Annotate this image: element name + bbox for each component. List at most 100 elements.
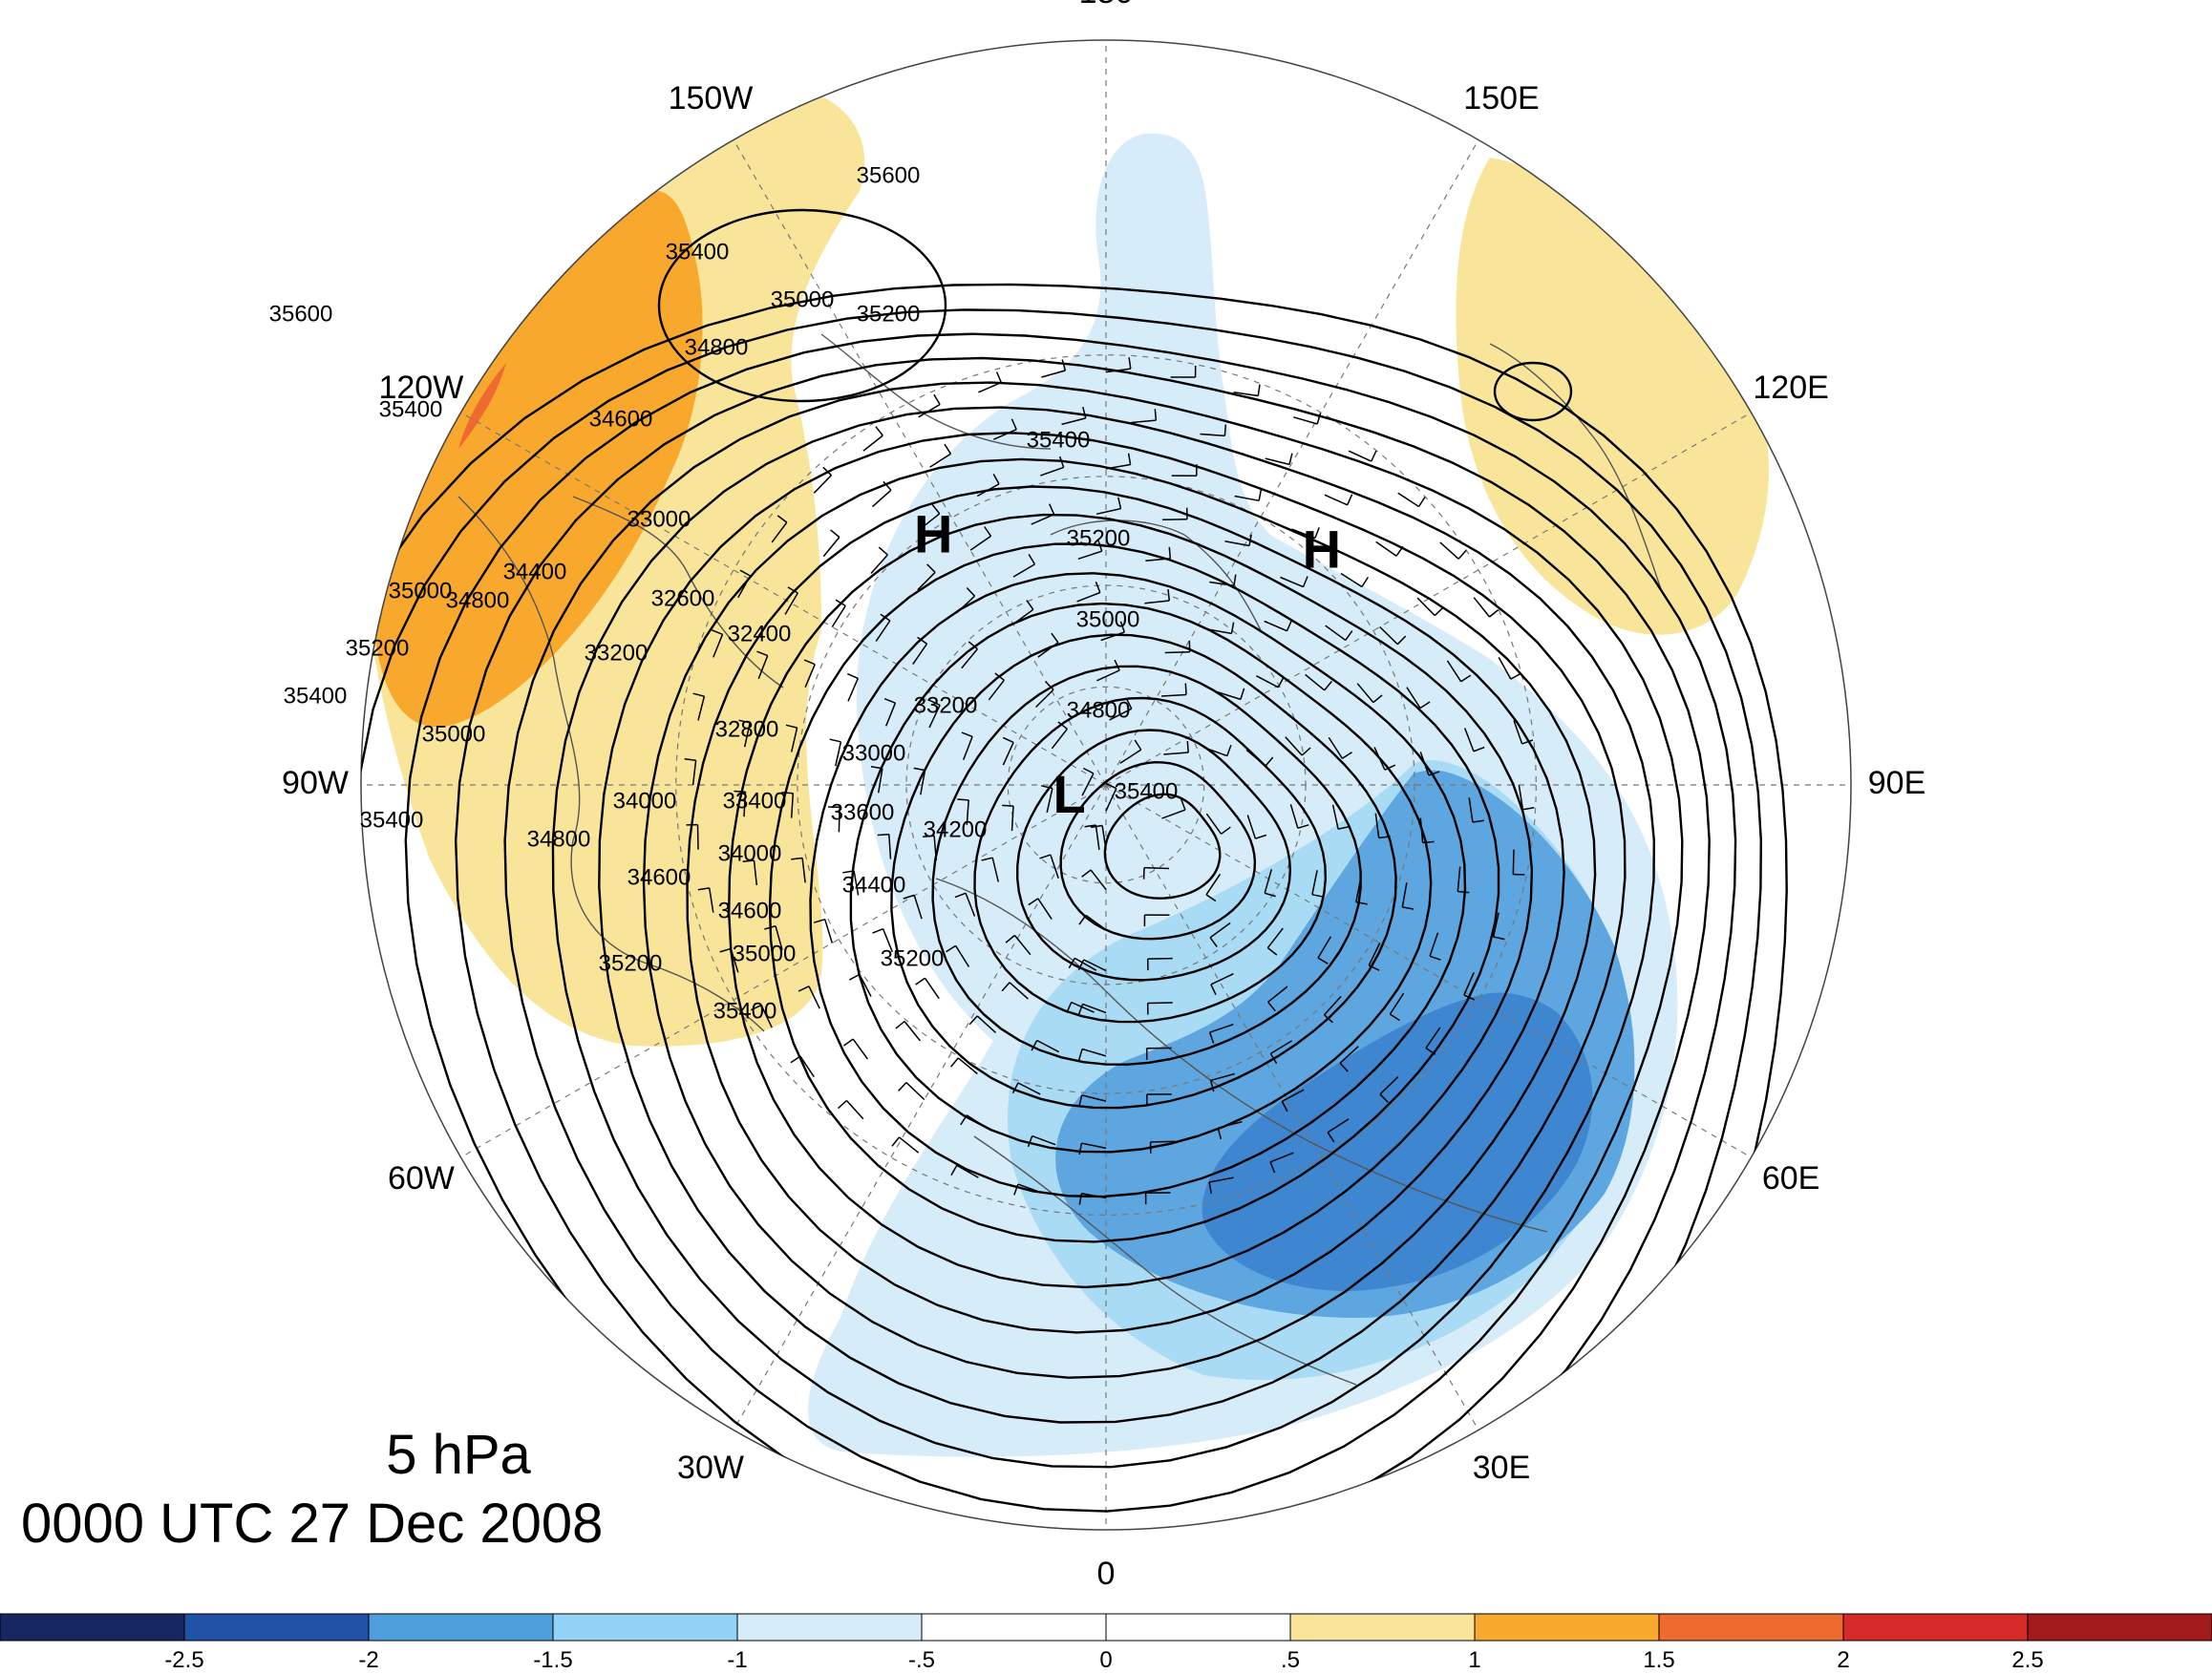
- wind-barb: [1090, 869, 1107, 891]
- contour-label: 35400: [666, 239, 730, 265]
- wind-barb: [1325, 625, 1347, 642]
- wind-barb-feather: [803, 659, 816, 666]
- wind-barb: [697, 696, 706, 721]
- meridian-line: [1105, 412, 1752, 786]
- wind-barb: [1375, 540, 1397, 557]
- wind-barb-feather: [842, 870, 855, 874]
- wind-barb-feather: [950, 1165, 958, 1176]
- wind-barb: [905, 1082, 925, 1101]
- wind-barb-feather: [697, 887, 710, 891]
- wind-barb: [1074, 957, 1097, 971]
- wind-barb-feather: [1311, 894, 1324, 898]
- wind-barb-feather: [798, 985, 810, 992]
- wind-barb: [713, 634, 724, 658]
- wind-barb: [1205, 873, 1222, 896]
- colorbar-swatch: [1105, 1613, 1291, 1642]
- wind-barb-feather: [1002, 736, 1014, 744]
- wind-barb-feather: [1005, 934, 1015, 943]
- longitude-label: 120W: [378, 370, 463, 406]
- height-contour: [1059, 760, 1257, 941]
- contour-label: 34800: [527, 826, 591, 852]
- wind-barb: [859, 974, 872, 997]
- wind-barb: [1473, 597, 1491, 618]
- wind-barb-feather: [1057, 721, 1068, 730]
- wind-barb: [757, 655, 769, 680]
- wind-barb: [1264, 869, 1273, 894]
- wind-barb: [1012, 563, 1035, 578]
- wind-barb: [957, 1057, 978, 1075]
- meridian-line: [1105, 784, 1752, 1158]
- contour-labels: 32400 32600 32800 33000 33200 33400 33600 34000…: [269, 162, 1179, 1024]
- wind-barb: [771, 521, 788, 543]
- wind-barb-feather: [692, 692, 705, 697]
- contour-label: 32400: [728, 621, 792, 646]
- wind-barb: [965, 893, 976, 917]
- contour-label: 35400: [713, 998, 777, 1024]
- wind-barb: [1161, 809, 1186, 819]
- wind-barb-feather: [1068, 958, 1075, 969]
- wind-barb-feather: [1355, 901, 1368, 905]
- wind-barb: [924, 977, 940, 1000]
- shade-pos-east: [1456, 158, 1770, 635]
- wind-barb-feather: [984, 526, 992, 537]
- wind-barb-feather: [1039, 854, 1052, 859]
- pressure-centers: L H H: [914, 504, 1341, 824]
- colorbar-swatch: [183, 1613, 370, 1642]
- wind-barb: [913, 895, 923, 920]
- wind-barb-feather: [1288, 453, 1293, 465]
- wind-barb-feather: [842, 1038, 854, 1047]
- wind-barb: [917, 571, 936, 591]
- colorbar-tick-label: -1.5: [533, 1647, 572, 1673]
- wind-barb: [1269, 1152, 1294, 1163]
- wind-barb-feather: [872, 928, 883, 934]
- colorbar-swatch: [368, 1613, 554, 1642]
- wind-barb-feather: [742, 859, 755, 863]
- contour-label: 35400: [284, 683, 348, 709]
- wind-barb-feather: [1368, 964, 1380, 971]
- wind-barb: [790, 727, 798, 752]
- longitude-label: 150E: [1463, 80, 1539, 117]
- wind-barb-feather: [1347, 494, 1353, 506]
- longitude-label: 90W: [282, 765, 349, 801]
- wind-barb-feather: [1269, 1053, 1278, 1064]
- wind-barb-feather: [787, 586, 798, 594]
- wind-barb: [1010, 806, 1014, 832]
- wind-barb: [1081, 1142, 1107, 1150]
- wind-barb-feather: [1395, 545, 1404, 557]
- wind-barb-feather: [891, 1136, 901, 1147]
- wind-barb-feather: [1114, 659, 1120, 671]
- wind-barb-feather: [847, 672, 859, 680]
- longitude-label: 150W: [669, 80, 754, 117]
- height-contour: [551, 406, 1656, 1469]
- wind-barb-feather: [1002, 804, 1014, 807]
- colorbar-tick-label: -.5: [908, 1647, 935, 1673]
- wind-barb-feather: [1489, 608, 1499, 618]
- longitude-label: 120E: [1753, 370, 1828, 406]
- wind-barb-feather: [719, 947, 732, 953]
- height-contour: [849, 602, 1433, 1154]
- wind-barb-feather: [1210, 984, 1217, 996]
- wind-barb-feather: [1041, 785, 1053, 790]
- wind-barb-feather: [1384, 764, 1396, 771]
- wind-barb: [1105, 788, 1117, 812]
- colorbar-tick-label: -1: [727, 1647, 747, 1673]
- wind-barb-feather: [764, 924, 776, 930]
- longitude-label: 60E: [1762, 1160, 1820, 1197]
- wind-barb-feather: [878, 546, 888, 556]
- colorbar-swatch: [552, 1613, 738, 1642]
- wind-barb: [1246, 815, 1257, 839]
- wind-barb-feather: [1001, 982, 1010, 992]
- wind-barb: [1041, 370, 1066, 378]
- wind-barb: [1492, 912, 1499, 938]
- wind-barb: [963, 736, 973, 760]
- wind-barb-feather: [1078, 1193, 1083, 1205]
- wind-barb-feather: [923, 835, 935, 837]
- wind-barb: [1035, 689, 1054, 709]
- wind-barb: [1266, 927, 1284, 949]
- wind-barb-feather: [1301, 747, 1311, 756]
- wind-barb: [813, 475, 832, 494]
- wind-barb-feather: [1184, 683, 1187, 695]
- wind-barb-feather: [928, 699, 941, 707]
- meridian-line: [733, 784, 1107, 1430]
- wind-barb-feather: [1341, 752, 1352, 759]
